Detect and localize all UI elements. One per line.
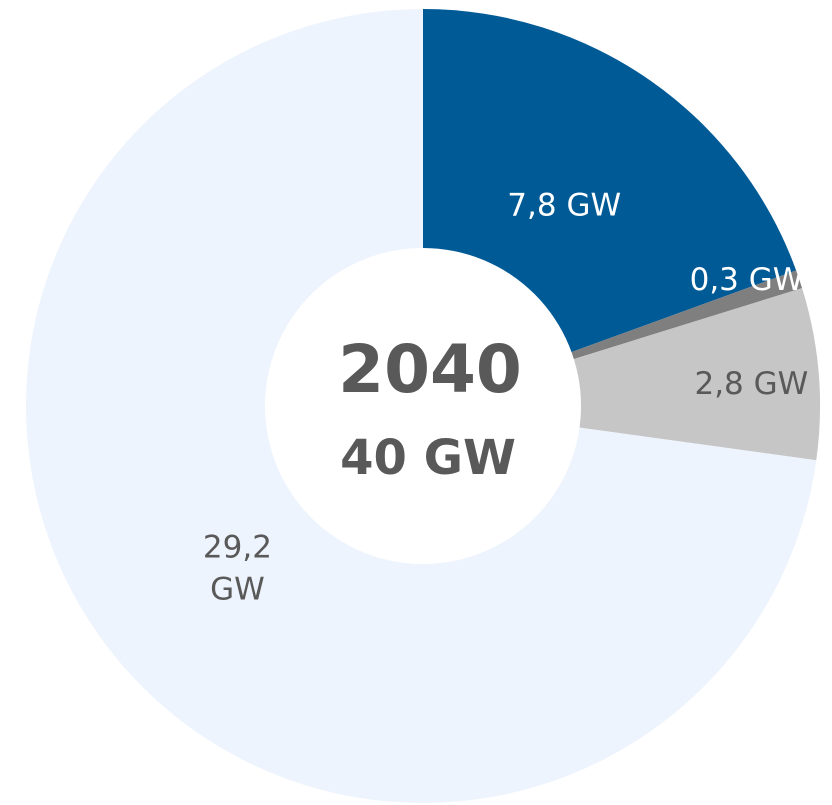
slice-label-2: 0,3 GW: [690, 262, 804, 298]
slice-labels: 7,8 GW 0,3 GW 2,8 GW 29,2 GW: [203, 187, 808, 607]
center-total-label: 40 GW: [340, 430, 516, 486]
slice-label-1: 7,8 GW: [507, 187, 621, 223]
center-year-label: 2040: [338, 331, 522, 408]
donut-hole: [265, 248, 581, 564]
slice-label-3: 2,8 GW: [694, 366, 808, 402]
slice-label-4: 29,2 GW: [203, 530, 272, 608]
